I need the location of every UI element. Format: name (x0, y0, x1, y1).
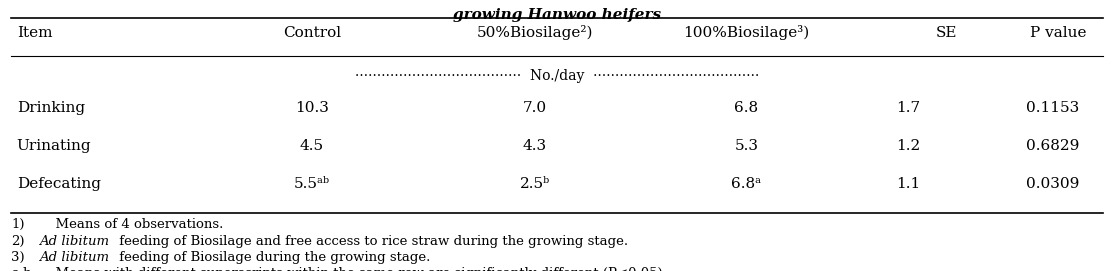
Text: Ad libitum: Ad libitum (39, 251, 109, 264)
Text: 2): 2) (11, 235, 25, 248)
Text: Means with different superscripts within the same row are significantly differen: Means with different superscripts within… (47, 267, 666, 271)
Text: 100%Biosilage³): 100%Biosilage³) (683, 25, 810, 40)
Text: 2.5ᵇ: 2.5ᵇ (519, 177, 550, 191)
Text: Item: Item (17, 25, 52, 40)
Text: Ad libitum: Ad libitum (39, 235, 109, 248)
Text: SE: SE (936, 25, 958, 40)
Text: 1.2: 1.2 (896, 139, 920, 153)
Text: 6.8ᵃ: 6.8ᵃ (731, 177, 762, 191)
Text: Control: Control (283, 25, 341, 40)
Text: 5.3: 5.3 (734, 139, 759, 153)
Text: 5.5ᵃᵇ: 5.5ᵃᵇ (294, 177, 330, 191)
Text: 0.0309: 0.0309 (1026, 177, 1079, 191)
Text: Drinking: Drinking (17, 101, 85, 115)
Text: 0.1153: 0.1153 (1026, 101, 1079, 115)
Text: Defecating: Defecating (17, 177, 100, 191)
Text: 1.7: 1.7 (896, 101, 920, 115)
Text: Urinating: Urinating (17, 139, 91, 153)
Text: P value: P value (1030, 25, 1086, 40)
Text: 1): 1) (11, 218, 25, 231)
Text: feeding of Biosilage and free access to rice straw during the growing stage.: feeding of Biosilage and free access to … (115, 235, 628, 248)
Text: 0.6829: 0.6829 (1026, 139, 1079, 153)
Text: 7.0: 7.0 (522, 101, 547, 115)
Text: 6.8: 6.8 (734, 101, 759, 115)
Text: Means of 4 observations.: Means of 4 observations. (47, 218, 223, 231)
Text: a,b: a,b (11, 267, 31, 271)
Text: ······································  No./day  ·······························: ······································ N… (355, 69, 759, 83)
Text: 4.3: 4.3 (522, 139, 547, 153)
Text: 1.1: 1.1 (896, 177, 920, 191)
Text: 3): 3) (11, 251, 25, 264)
Text: 4.5: 4.5 (300, 139, 324, 153)
Text: 50%Biosilage²): 50%Biosilage²) (477, 25, 593, 40)
Text: 10.3: 10.3 (295, 101, 329, 115)
Text: growing Hanwoo heifers: growing Hanwoo heifers (453, 8, 661, 22)
Text: feeding of Biosilage during the growing stage.: feeding of Biosilage during the growing … (115, 251, 430, 264)
